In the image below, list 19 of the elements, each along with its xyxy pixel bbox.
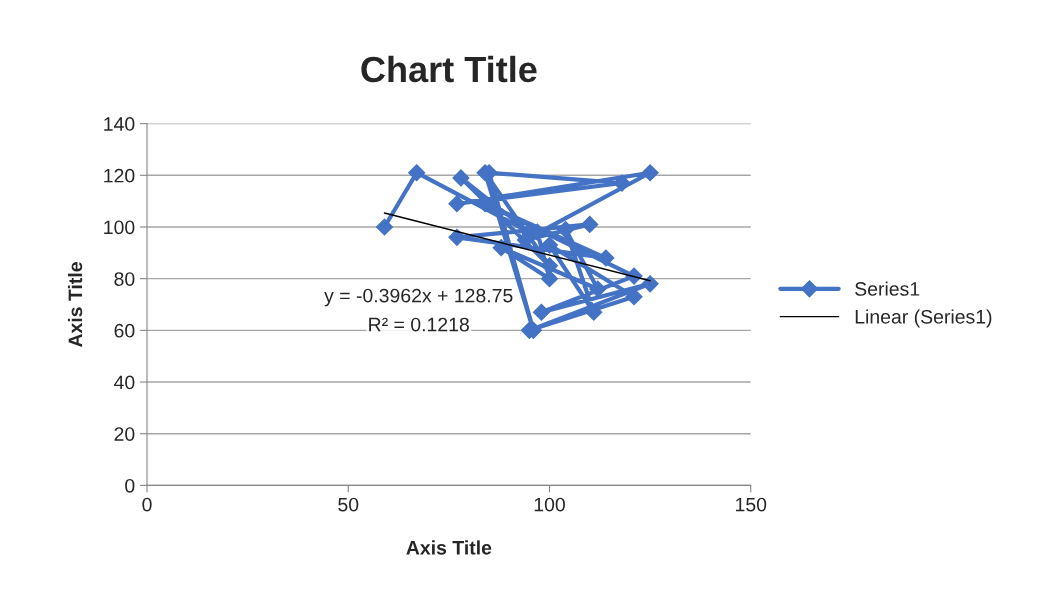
legend-label: Series1	[855, 281, 920, 296]
y-tick-label: 80	[114, 272, 135, 286]
x-tick-label: 100	[534, 497, 565, 512]
x-tick-label: 150	[736, 497, 767, 512]
y-tick-label: 40	[114, 375, 135, 390]
y-tick-label: 140	[104, 117, 135, 131]
legend-label: Linear (Series1)	[855, 309, 992, 328]
x-tick-label: 0	[142, 497, 152, 512]
y-tick-label: 20	[114, 427, 135, 441]
x-axis-title: Axis Title	[406, 540, 492, 555]
y-tick-label: 120	[104, 168, 135, 183]
y-tick-label: 60	[114, 323, 135, 338]
y-axis-title: Axis Title	[67, 262, 83, 348]
annotation: R² = 0.1218	[369, 317, 469, 332]
annotation: y = -0.3962x + 128.75	[324, 288, 513, 307]
y-tick-label: 100	[104, 220, 135, 235]
x-tick-label: 50	[338, 497, 359, 512]
y-tick-label: 0	[125, 478, 135, 493]
chart-title: Chart Title	[361, 55, 537, 83]
